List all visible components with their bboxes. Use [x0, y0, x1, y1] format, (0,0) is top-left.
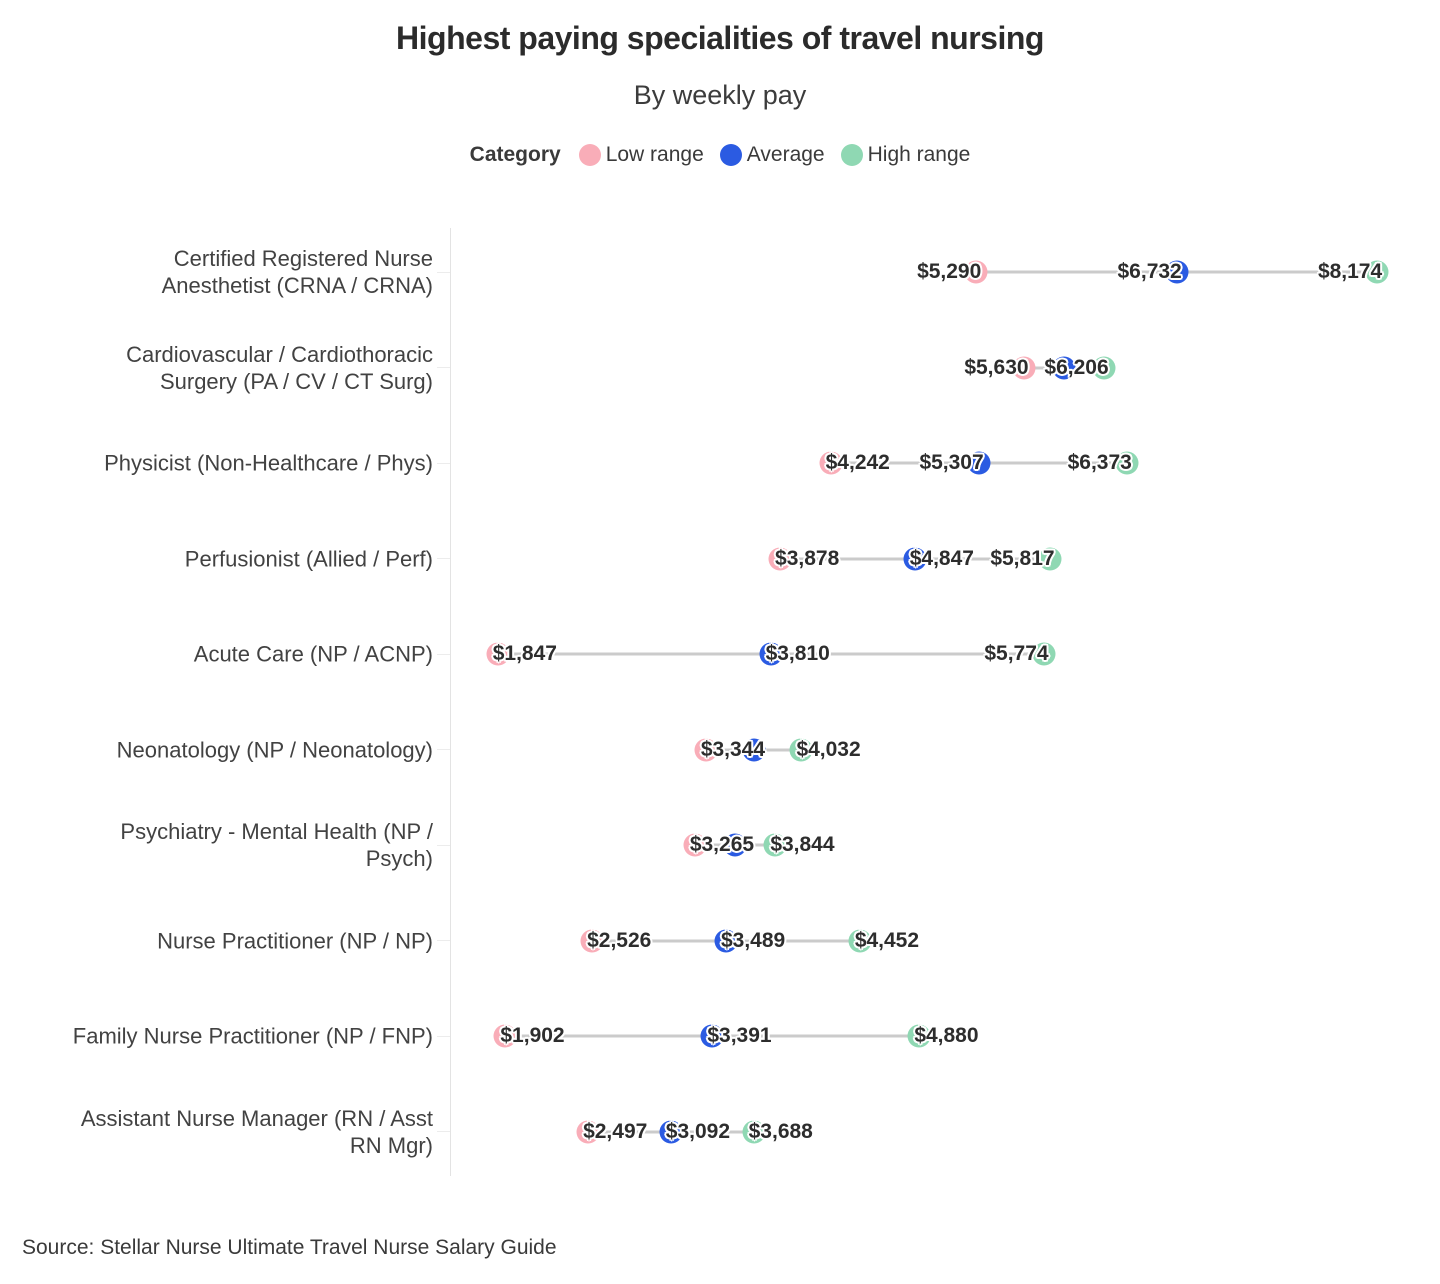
category-label: Neonatology (NP / Neonatology): [116, 737, 433, 762]
dot-low-range: [580, 929, 604, 952]
value-label: $4,880: [914, 1024, 979, 1047]
dot-high-range: [1115, 451, 1139, 475]
dot-high-range: [907, 1024, 931, 1048]
axis-tick: [437, 462, 450, 464]
dot-high-range: [789, 738, 813, 761]
dot-average: [700, 1024, 724, 1048]
value-label: $5,774: [984, 642, 1049, 665]
value-label: $4,847: [909, 546, 974, 570]
dot-high-range: [763, 833, 787, 857]
dot-high-range: [1038, 547, 1062, 570]
value-label: $3,810: [765, 642, 830, 665]
value-label: $4,242: [825, 451, 890, 474]
low-range-dot-icon: [578, 144, 601, 166]
category-label: Acute Care (NP / ACNP): [193, 641, 433, 667]
axis-tick: [437, 271, 450, 273]
value-label: $3,489: [720, 928, 786, 952]
value-label: $3,844: [770, 833, 835, 856]
dot-low-range: [768, 547, 792, 570]
value-label: $1,902: [500, 1024, 565, 1047]
value-label: $5,307: [919, 451, 984, 474]
legend-item-label: High range: [867, 143, 971, 166]
dot-high-range: [1365, 260, 1389, 284]
value-label: $3,092: [665, 1119, 731, 1143]
category-label: Family Nurse Practitioner (NP / FNP): [72, 1023, 433, 1049]
value-label: $6,732: [1117, 260, 1182, 283]
dot-average: [742, 738, 766, 761]
axis-tick: [437, 1035, 450, 1037]
dot-average: [1052, 356, 1076, 379]
dot-high-range: [1032, 642, 1056, 666]
dot-low-range: [1012, 356, 1036, 379]
value-label: $3,878: [775, 546, 840, 570]
category-label: Psychiatry - Mental Health (NP / Psych): [120, 819, 433, 871]
value-label: $2,497: [583, 1119, 648, 1143]
value-label: $8,174: [1317, 260, 1383, 283]
legend-item-label: Average: [746, 143, 825, 166]
dot-average: [1165, 260, 1189, 284]
category-label: Physicist (Non-Healthcare / Phys): [104, 450, 433, 476]
dot-high-range: [742, 1120, 766, 1143]
dot-low-range: [486, 642, 510, 666]
legend-item-average: Average: [719, 143, 825, 167]
category-label: Cardiovascular / Cardiothoracic Surgery …: [126, 341, 433, 394]
axis-tick: [437, 367, 450, 368]
category-label: Certified Registered Nurse Anesthetist (…: [161, 246, 433, 298]
dot-low-range: [493, 1024, 517, 1048]
dot-low-range: [819, 451, 843, 475]
chart-title: Highest paying specialities of travel nu…: [396, 20, 1044, 56]
value-label: $1,847: [492, 642, 557, 665]
axis-tick: [437, 940, 450, 941]
value-label: $6,206: [1044, 355, 1109, 379]
category-label: Perfusionist (Allied / Perf): [184, 546, 433, 571]
source-note: Source: Stellar Nurse Ultimate Travel Nu…: [22, 1236, 557, 1259]
axis-tick: [437, 1131, 450, 1132]
legend-item-label: Low range: [605, 143, 704, 166]
dot-average: [759, 642, 783, 666]
dot-average: [903, 547, 927, 570]
chart-subtitle: By weekly pay: [633, 80, 807, 110]
dot-low-range: [964, 260, 988, 284]
legend-item-low-range: Low range: [578, 143, 704, 167]
value-label: $6,373: [1067, 451, 1132, 474]
legend-item-high-range: High range: [840, 143, 971, 167]
value-label: $2,526: [587, 928, 652, 952]
value-label: $3,391: [707, 1024, 772, 1047]
value-label: $5,817: [990, 546, 1055, 570]
dot-high-range: [1092, 356, 1116, 379]
dot-average: [659, 1120, 683, 1143]
value-label: $5,290: [917, 260, 982, 283]
category-label: Nurse Practitioner (NP / NP): [157, 928, 433, 953]
dot-low-range: [576, 1120, 600, 1143]
y-axis-line: [450, 228, 451, 1176]
value-label: $3,688: [748, 1119, 813, 1143]
dot-low-range: [694, 738, 718, 761]
dot-average: [723, 833, 747, 857]
high-range-dot-icon: [840, 144, 863, 166]
legend-title: Category: [469, 143, 561, 166]
value-label: $3,344: [700, 737, 766, 761]
dot-low-range: [683, 833, 707, 857]
axis-tick: [437, 844, 450, 846]
dot-average: [967, 451, 991, 475]
axis-tick: [437, 749, 450, 750]
category-label: Assistant Nurse Manager (RN / Asst RN Mg…: [80, 1105, 433, 1158]
axis-tick: [437, 653, 450, 655]
value-label: $4,032: [796, 737, 861, 761]
legend: Category Low range Average High range: [0, 143, 1440, 167]
dot-high-range: [848, 929, 872, 952]
value-label: $5,630: [964, 355, 1029, 379]
dot-average: [714, 929, 738, 952]
axis-tick: [437, 558, 450, 559]
average-dot-icon: [719, 144, 742, 166]
value-label: $3,265: [689, 833, 755, 856]
value-label: $4,452: [854, 928, 920, 952]
